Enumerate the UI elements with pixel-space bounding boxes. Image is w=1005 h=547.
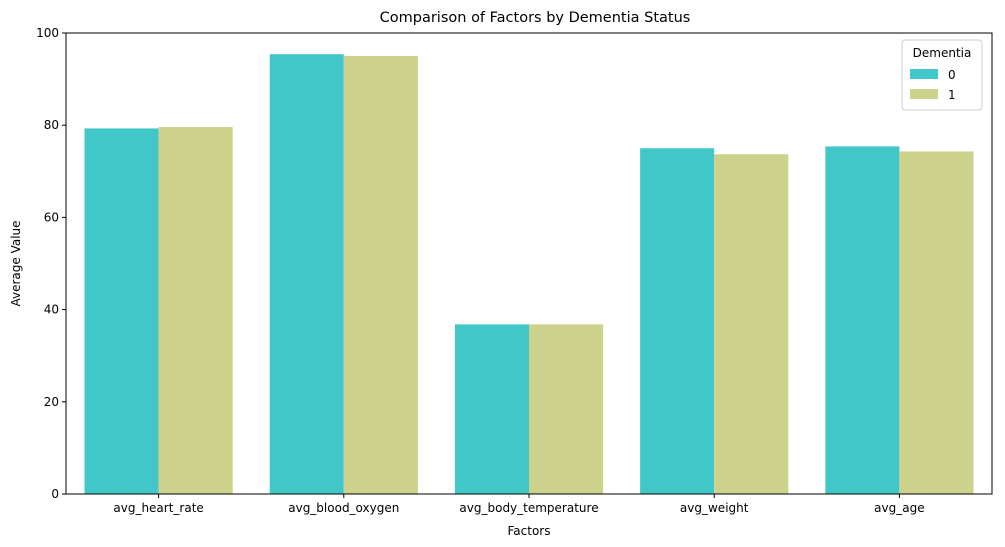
y-tick-label: 20	[44, 395, 59, 409]
bar-avg_age-series-1	[899, 151, 974, 495]
x-tick-label: avg_body_temperature	[459, 501, 598, 515]
chart-title: Comparison of Factors by Dementia Status	[380, 10, 691, 26]
y-axis-ticks: 0 20 40 60 80 100	[36, 26, 66, 501]
x-tick-label: avg_age	[874, 501, 924, 515]
bar-avg_weight-series-0	[640, 148, 715, 494]
bar-avg_heart_rate-series-1	[158, 127, 233, 494]
bar-avg_weight-series-1	[714, 154, 789, 495]
y-tick-label: 0	[51, 487, 59, 501]
x-tick-label: avg_heart_rate	[113, 501, 203, 515]
bar-avg_heart_rate-series-0	[84, 128, 159, 494]
plot-frame	[65, 32, 993, 495]
legend-swatch-0	[910, 69, 938, 79]
legend: Dementia 01	[901, 39, 983, 111]
bar-avg_blood_oxygen-series-1	[343, 56, 418, 495]
y-tick-label: 60	[44, 210, 59, 224]
y-tick-label: 80	[44, 118, 59, 132]
bars-group	[84, 54, 974, 495]
y-tick-label: 100	[36, 26, 59, 40]
legend-label-0: 0	[948, 68, 956, 82]
legend-title: Dementia	[913, 46, 972, 60]
x-axis-ticks: avg_heart_rate avg_blood_oxygen avg_body_t…	[113, 494, 925, 515]
bar-avg_body_temperature-series-1	[529, 324, 604, 494]
bar-avg_blood_oxygen-series-0	[269, 54, 344, 495]
y-tick-label: 40	[44, 303, 59, 317]
legend-label-1: 1	[948, 88, 956, 102]
bar-avg_age-series-0	[825, 146, 900, 494]
y-axis-label: Average Value	[9, 220, 23, 306]
bar-avg_body_temperature-series-0	[454, 324, 529, 494]
x-axis-label: Factors	[508, 524, 551, 538]
legend-items: 01	[910, 68, 956, 102]
x-tick-label: avg_blood_oxygen	[288, 501, 399, 515]
x-tick-label: avg_weight	[680, 501, 749, 515]
legend-swatch-1	[910, 89, 938, 99]
